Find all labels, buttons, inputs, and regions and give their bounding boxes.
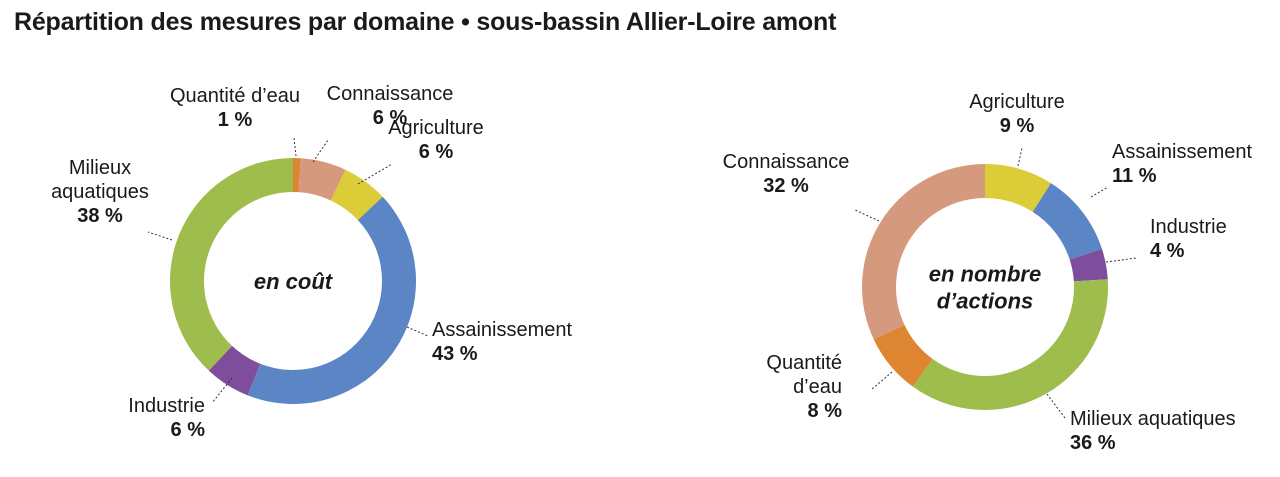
leader-line-agriculture — [1017, 147, 1023, 167]
value-label-connaissance: 32 % — [763, 175, 809, 197]
value-label-agriculture: 9 % — [1000, 115, 1035, 137]
label-industrie: Industrie — [1150, 216, 1227, 238]
value-label-connaissance: 6 % — [373, 107, 408, 129]
value-label-quantite-d-eau: 1 % — [218, 109, 253, 131]
label-industrie: Industrie — [128, 395, 205, 417]
label-milieux-aquatiques: Milieux — [69, 157, 131, 179]
slice-milieux-aquatiques — [912, 279, 1109, 411]
label-connaissance: Connaissance — [327, 83, 454, 105]
label-assainissement: Assainissement — [432, 319, 573, 341]
leader-line-assainissement — [406, 326, 429, 337]
label-milieux-aquatiques: Milieux aquatiques — [1070, 408, 1236, 430]
slice-assainissement — [247, 196, 416, 404]
value-label-quantite-d-eau: 8 % — [808, 400, 843, 422]
leader-line-connaissance — [854, 209, 880, 222]
leader-line-quantite-d-eau — [293, 137, 297, 157]
chart-title: Répartition des mesures par domaine • so… — [14, 8, 837, 36]
value-label-milieux-aquatiques: 38 % — [77, 205, 123, 227]
label-assainissement: Assainissement — [1112, 141, 1253, 163]
leader-line-milieux-aquatiques — [147, 231, 173, 241]
value-label-assainissement: 11 % — [1112, 165, 1157, 187]
center-label: en nombre — [929, 262, 1041, 287]
slice-connaissance — [862, 164, 985, 340]
slice-assainissement — [1032, 183, 1102, 260]
leader-line-milieux-aquatiques — [1046, 393, 1066, 419]
leader-line-agriculture — [357, 163, 393, 185]
slice-agriculture — [985, 164, 1051, 212]
leader-line-assainissement — [1090, 186, 1109, 198]
label-connaissance: Connaissance — [723, 151, 850, 173]
slice-quantite-d-eau — [293, 158, 301, 193]
label-milieux-aquatiques: aquatiques — [51, 181, 149, 203]
center-label: d’actions — [937, 289, 1034, 314]
value-label-assainissement: 43 % — [432, 343, 478, 365]
value-label-agriculture: 6 % — [419, 141, 454, 163]
value-label-industrie: 4 % — [1150, 240, 1185, 262]
value-label-industrie: 6 % — [171, 419, 206, 441]
label-agriculture: Agriculture — [388, 117, 484, 139]
slice-industrie — [1069, 248, 1108, 282]
label-quantite-d-eau: Quantité — [766, 352, 842, 374]
slice-connaissance — [298, 158, 346, 201]
leader-line-industrie — [211, 377, 233, 404]
slice-milieux-aquatiques — [170, 158, 293, 371]
slice-quantite-d-eau — [873, 324, 933, 387]
label-agriculture: Agriculture — [969, 91, 1065, 113]
label-quantite-d-eau: d’eau — [793, 376, 842, 398]
label-quantite-d-eau: Quantité d’eau — [170, 85, 300, 107]
leader-line-industrie — [1105, 257, 1138, 263]
slice-industrie — [208, 345, 261, 396]
leader-line-connaissance — [312, 139, 329, 163]
slice-agriculture — [330, 169, 383, 221]
value-label-milieux-aquatiques: 36 % — [1070, 432, 1116, 454]
leader-line-quantite-d-eau — [871, 371, 893, 390]
center-label: en coût — [254, 269, 334, 294]
